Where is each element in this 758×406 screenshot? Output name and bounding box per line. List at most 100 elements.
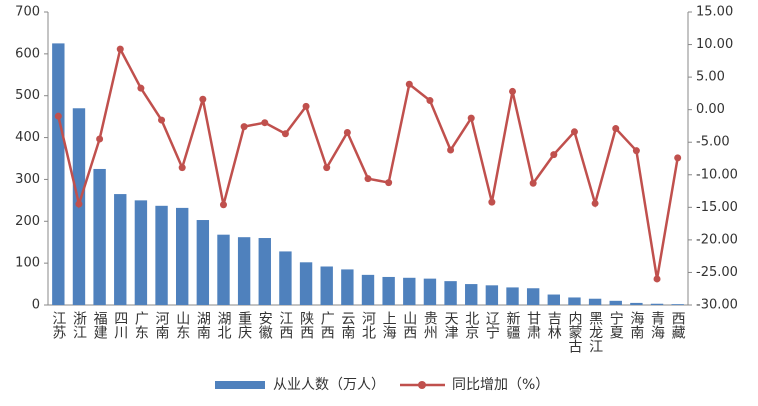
line-marker — [281, 130, 289, 138]
line-marker — [137, 84, 145, 92]
line-marker — [261, 119, 269, 127]
bar — [444, 281, 457, 305]
x-tick-label: 重庆 — [236, 311, 252, 339]
legend-swatch — [215, 381, 265, 389]
line-marker — [54, 112, 62, 120]
line-marker — [343, 128, 351, 136]
y2-tick-label: 0.00 — [696, 102, 725, 117]
x-tick-label: 吉林 — [546, 311, 562, 339]
bar — [341, 269, 354, 305]
line-marker — [426, 97, 434, 105]
bar — [114, 194, 127, 305]
x-tick-label: 青海 — [649, 311, 665, 339]
x-tick-label: 海南 — [628, 311, 644, 339]
bar — [506, 287, 519, 305]
line-marker — [612, 125, 620, 133]
x-tick-label: 福建 — [92, 311, 108, 340]
line-marker — [488, 198, 496, 206]
x-tick-label: 山东 — [174, 311, 190, 339]
line-marker — [178, 164, 186, 172]
bar — [403, 277, 416, 305]
x-tick-label: 新疆 — [505, 311, 521, 339]
line-marker — [591, 199, 599, 207]
bar — [485, 285, 499, 305]
x-tick-label: 辽宁 — [484, 311, 500, 339]
y-tick-label: 0 — [32, 298, 40, 313]
line-marker — [240, 123, 248, 131]
line — [57, 45, 679, 280]
line-marker — [385, 179, 393, 187]
line-marker — [529, 179, 537, 187]
bar — [176, 207, 189, 305]
x-tick-label: 天津 — [443, 311, 459, 339]
bar — [630, 302, 643, 305]
y-tick-label: 200 — [15, 214, 40, 229]
y-tick-label: 700 — [15, 5, 40, 20]
y-tick-label: 300 — [15, 172, 40, 187]
line-marker — [467, 114, 475, 122]
line-marker — [674, 154, 682, 162]
bar — [217, 234, 230, 305]
x-tick-label: 山西 — [401, 311, 417, 339]
bar — [671, 304, 684, 305]
bar — [299, 262, 313, 305]
y-tick-label: 400 — [15, 130, 40, 145]
bar — [382, 276, 395, 305]
line-marker — [447, 146, 455, 154]
x-tick-label: 四川 — [112, 311, 128, 339]
line-marker — [158, 116, 166, 124]
y2-tick-label: -30.00 — [696, 298, 738, 313]
x-tick-label: 内蒙古 — [566, 311, 582, 353]
bar — [650, 303, 664, 305]
bar — [423, 278, 437, 305]
line-marker — [509, 87, 517, 95]
y2-tick-label: 15.00 — [696, 5, 733, 20]
line-marker — [302, 102, 310, 110]
x-tick-label: 广西 — [319, 311, 335, 339]
x-tick-label: 河南 — [154, 311, 170, 339]
bar — [237, 237, 251, 305]
bar — [588, 298, 602, 305]
legend-label: 同比增加（%） — [452, 377, 549, 393]
y2-tick-label: -20.00 — [696, 232, 738, 247]
bar — [93, 168, 106, 305]
line-marker — [75, 200, 83, 208]
x-tick-label: 河北 — [360, 311, 376, 340]
line-marker — [219, 201, 227, 209]
x-tick-label: 云南 — [339, 311, 355, 339]
x-tick-label: 上海 — [381, 311, 397, 339]
x-tick-label: 江苏 — [50, 311, 66, 340]
x-tick-label: 陕西 — [298, 311, 314, 339]
bar — [568, 297, 581, 305]
bar — [361, 274, 375, 305]
x-tick-label: 湖南 — [195, 311, 211, 339]
bar — [320, 266, 333, 305]
line-marker — [116, 45, 124, 53]
bar — [258, 238, 271, 305]
y2-tick-label: -5.00 — [696, 135, 730, 150]
bar — [279, 251, 292, 305]
y2-tick-label: -25.00 — [696, 265, 738, 280]
x-tick-label: 甘肃 — [525, 311, 541, 339]
bar — [196, 220, 210, 305]
x-tick-label: 黑龙江 — [587, 311, 603, 353]
x-tick-label: 安徽 — [257, 311, 273, 339]
y-tick-label: 100 — [15, 256, 40, 271]
line-marker — [364, 175, 372, 183]
bar — [609, 300, 622, 305]
line-marker — [405, 80, 413, 88]
y2-tick-label: 10.00 — [696, 37, 733, 52]
y-tick-label: 500 — [15, 88, 40, 103]
y-tick-label: 600 — [15, 46, 40, 61]
x-tick-label: 浙江 — [71, 311, 87, 339]
y2-tick-label: -10.00 — [696, 167, 738, 182]
y2-tick-label: -15.00 — [696, 200, 738, 215]
bar — [547, 294, 560, 305]
bar — [134, 200, 148, 305]
legend-marker — [418, 381, 426, 389]
line-marker — [653, 275, 661, 283]
x-tick-label: 广东 — [133, 311, 149, 339]
x-tick-label: 贵州 — [422, 311, 438, 339]
line-marker — [96, 135, 104, 143]
